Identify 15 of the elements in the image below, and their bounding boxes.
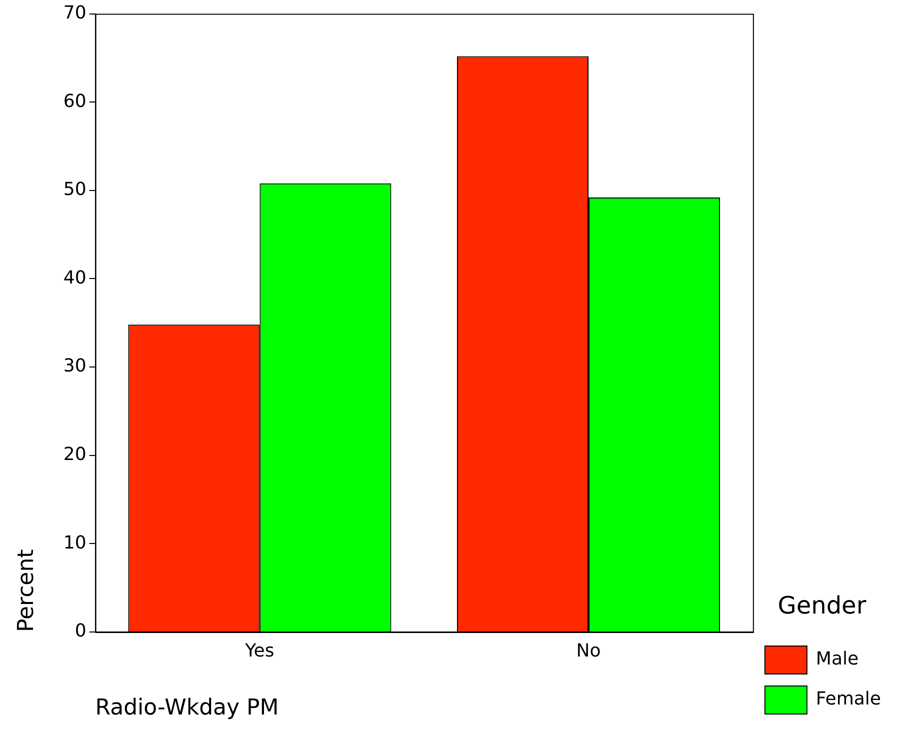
y-tick-label: 50 [63,179,86,200]
y-tick-label: 20 [63,444,86,466]
y-tick-label: 0 [74,620,86,642]
y-tick-label: 30 [63,356,86,377]
y-tick-label: 60 [63,90,86,112]
legend-title: Gender [778,591,866,620]
y-tick-label: 10 [63,532,86,554]
legend-label: Male [816,648,859,670]
y-tick-label: 40 [63,267,86,288]
x-tick-label: No [576,640,601,662]
x-tick-label: Yes [244,640,274,662]
y-tick-label: 70 [63,2,86,24]
y-axis-title: Percent [14,548,39,632]
legend-label: Female [816,688,882,710]
x-axis-title: Radio-Wkday PM [95,696,279,721]
